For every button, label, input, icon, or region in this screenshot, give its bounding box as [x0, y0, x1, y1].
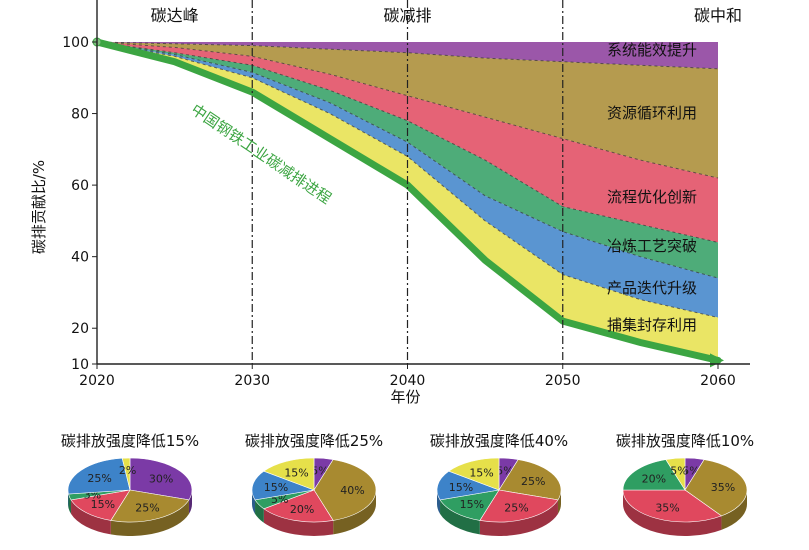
pie-slice-label: 15% [284, 466, 308, 479]
pie-slice-label: 25% [135, 502, 159, 515]
band-label: 资源循环利用 [607, 104, 697, 122]
pie-slice-side [479, 499, 558, 537]
pie-title: 碳排放强度降低15% [61, 432, 199, 450]
pie-slice-label: 15% [264, 481, 288, 494]
pie-slice [110, 489, 190, 523]
y-tick-label: 60 [71, 178, 89, 194]
x-tick-label: 2020 [79, 373, 115, 389]
y-tick-label: 20 [71, 321, 89, 337]
pie-slice [129, 457, 193, 501]
pie-slice [448, 457, 500, 491]
y-tick-label: 40 [71, 250, 89, 266]
pie-slice-side [110, 499, 189, 537]
pie-slice-label: 25% [521, 475, 545, 488]
pie-title: 碳排放强度降低40% [430, 432, 568, 450]
pie-slice-label: 35% [655, 502, 679, 515]
pie-slice-label: 35% [711, 481, 735, 494]
pie-slice [498, 459, 562, 501]
pie-slice-label: 15% [460, 498, 484, 511]
pie-slice [684, 459, 748, 517]
pie-slice-label: 5% [670, 464, 687, 477]
x-axis-title: 年份 [390, 388, 420, 406]
pie-slice-side [333, 490, 376, 535]
pie-slice [479, 489, 559, 523]
pie: 5%25%25%15%15%15% [436, 457, 562, 537]
y-tick-label: 100 [62, 35, 89, 51]
pie-slice [251, 470, 316, 501]
band-label: 冶炼工艺突破 [607, 237, 697, 255]
pie-slice-label: 25% [87, 472, 111, 485]
pie-slice-side [721, 490, 747, 530]
band-label: 捕集封存利用 [607, 316, 697, 334]
phase-label: 碳中和 [694, 6, 742, 25]
pie-title: 碳排放强度降低25% [245, 432, 383, 450]
pie-title: 碳排放强度降低10% [616, 432, 754, 450]
pie-slice [263, 457, 315, 491]
band-boundary [96, 41, 719, 243]
band-boundary [96, 41, 719, 70]
pie-slice [622, 489, 723, 523]
y-tick-label: 80 [71, 107, 89, 123]
pie-slice-label: 15% [449, 481, 473, 494]
x-tick-label: 2060 [700, 373, 736, 389]
pie-slice-label: 2% [119, 464, 136, 477]
pie-slice-label: 25% [504, 502, 528, 515]
pie-slice-label: 15% [469, 466, 493, 479]
pie-slice [313, 459, 377, 521]
pie-slice-label: 15% [91, 498, 115, 511]
pie-slice-label: 30% [149, 472, 173, 485]
pie-slice-label: 20% [642, 472, 666, 485]
pie-slice [436, 470, 501, 501]
band-boundary [96, 41, 719, 179]
pie-slice [263, 489, 334, 523]
x-tick-label: 2050 [545, 373, 581, 389]
band-area [97, 42, 718, 318]
x-tick-label: 2040 [390, 373, 426, 389]
pie-slice-label: 20% [290, 503, 314, 516]
pie-slice-side [623, 490, 722, 536]
band-label: 流程优化创新 [607, 188, 697, 206]
band-label: 系统能效提升 [607, 41, 697, 59]
pie: 30%25%15%3%25%2% [67, 457, 193, 537]
pie-slice-side [440, 499, 480, 535]
pie-slice [665, 457, 686, 492]
pie-slice-side [263, 508, 334, 537]
process-line [93, 38, 722, 364]
band-area [97, 42, 718, 361]
phase-label: 碳达峰 [151, 6, 199, 25]
pie-slice [121, 457, 131, 491]
phase-label: 碳减排 [383, 6, 431, 25]
pie-slice-side [255, 499, 264, 523]
band-label: 产品迭代升级 [607, 279, 697, 297]
x-tick-label: 2030 [234, 373, 270, 389]
pie-slice-label: 40% [340, 484, 364, 497]
pie: 5%35%35%20%5% [622, 457, 748, 536]
y-tick-label: 10 [71, 357, 89, 373]
band-boundary [96, 41, 719, 318]
pie: 5%40%20%5%15%15% [251, 457, 377, 537]
pie-slice [622, 459, 686, 491]
pie-slice [67, 457, 131, 495]
y-axis-title: 碳排贡献比/% [30, 160, 48, 254]
pie-slice-side [71, 499, 111, 535]
